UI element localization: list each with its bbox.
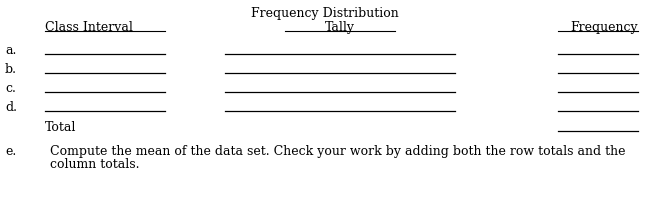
Text: b.: b. [5,63,17,76]
Text: Compute the mean of the data set. Check your work by adding both the row totals : Compute the mean of the data set. Check … [50,145,625,158]
Text: d.: d. [5,101,17,114]
Text: Tally: Tally [325,21,355,34]
Text: c.: c. [5,82,16,95]
Text: Frequency Distribution: Frequency Distribution [251,7,399,20]
Text: a.: a. [5,44,16,57]
Text: Frequency: Frequency [571,21,638,34]
Text: Total: Total [45,121,77,134]
Text: Class Interval: Class Interval [45,21,133,34]
Text: e.: e. [5,145,16,158]
Text: column totals.: column totals. [50,158,140,171]
